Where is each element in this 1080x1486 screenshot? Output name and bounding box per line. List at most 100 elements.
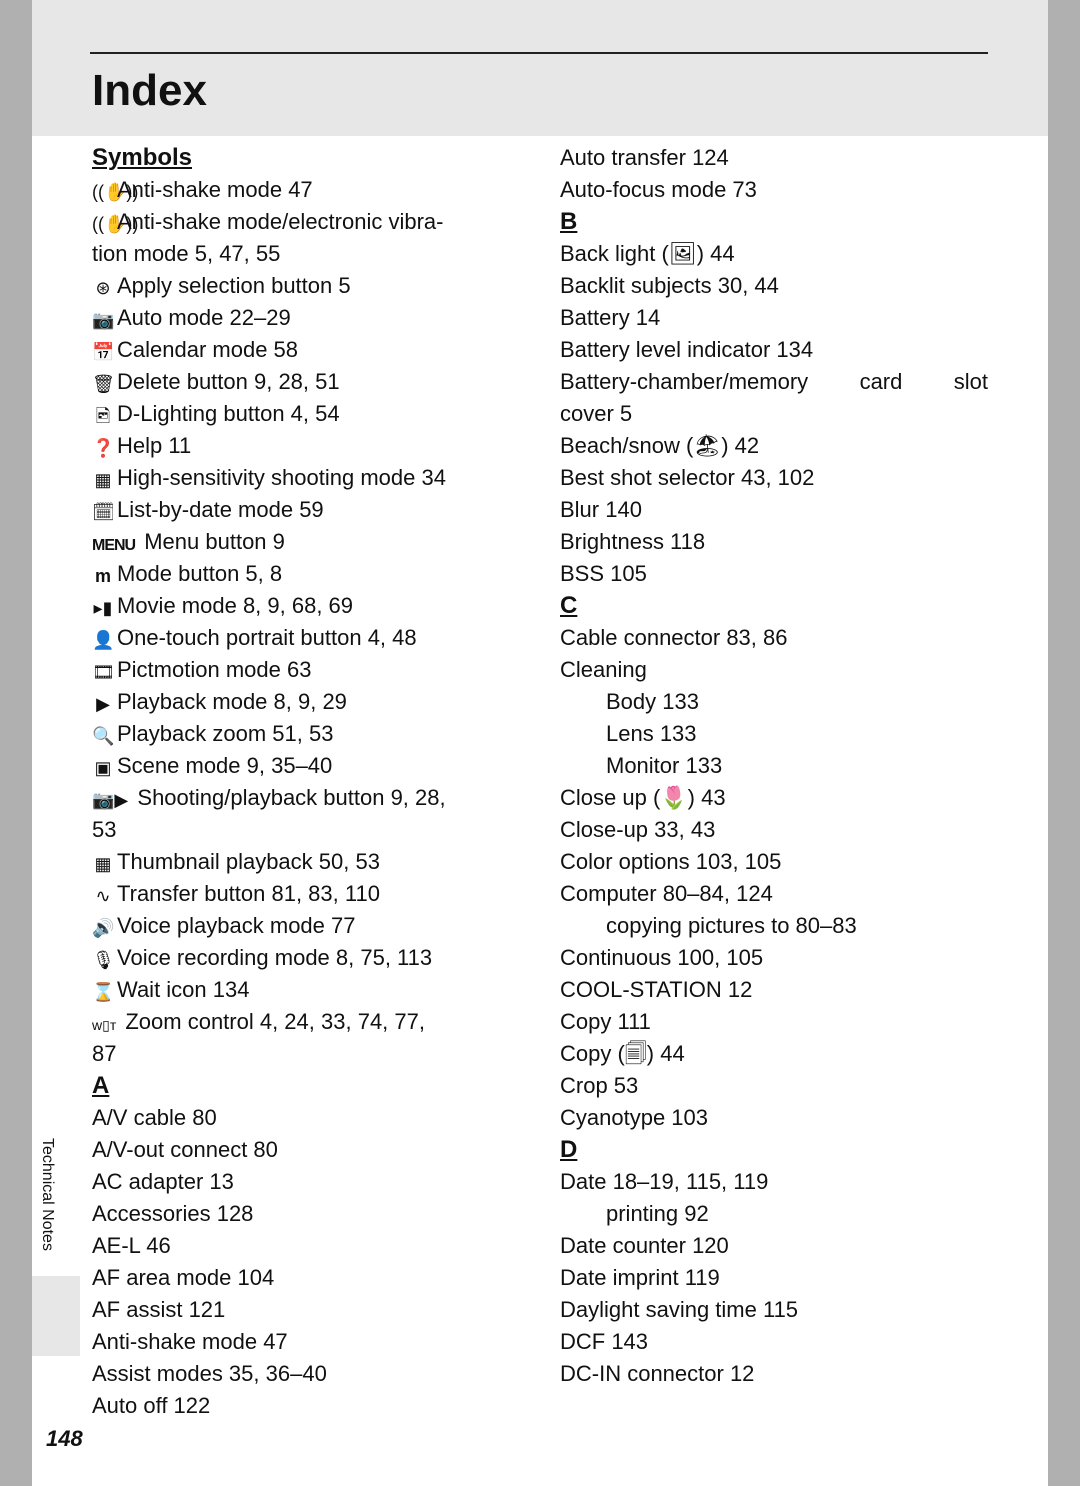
index-entry: 📷Auto mode 22–29 <box>92 302 520 334</box>
index-entry: Continuous 100, 105 <box>560 942 988 974</box>
hourglass-icon: ⌛ <box>92 981 114 1003</box>
index-entry: A/V-out connect 80 <box>92 1134 520 1166</box>
entry-text: Anti-shake mode/electronic vibra- <box>117 209 443 234</box>
index-entry: Backlit subjects 30, 44 <box>560 270 988 302</box>
index-entry: DCF 143 <box>560 1326 988 1358</box>
camera-icon: 📷 <box>92 309 114 331</box>
list-icon: 🗓 <box>92 501 114 523</box>
index-entry: Assist modes 35, 36–40 <box>92 1358 520 1390</box>
portrait-icon: 👤 <box>92 629 114 651</box>
index-entry: 📅Calendar mode 58 <box>92 334 520 366</box>
index-subentry: Lens 133 <box>560 718 988 750</box>
index-entry: Best shot selector 43, 102 <box>560 462 988 494</box>
entry-text: Auto mode 22–29 <box>117 305 291 330</box>
mic-icon: 🎙 <box>92 949 114 971</box>
entry-text: Calendar mode 58 <box>117 337 298 362</box>
index-entry: Close up (🌷) 43 <box>560 782 988 814</box>
hi-iso-icon: ▦ <box>92 469 114 491</box>
entry-text: Help 11 <box>117 433 191 458</box>
index-entry: ▦High-sensitivity shooting mode 34 <box>92 462 520 494</box>
index-entry: Blur 140 <box>560 494 988 526</box>
index-entry: 👤One-touch portrait button 4, 48 <box>92 622 520 654</box>
transfer-icon: ∿ <box>92 885 114 907</box>
index-entry: Daylight saving time 115 <box>560 1294 988 1326</box>
entry-text: High-sensitivity shooting mode 34 <box>117 465 446 490</box>
entry-text: Shooting/playback button 9, 28, <box>137 785 445 810</box>
index-entry: 🗑Delete button 9, 28, 51 <box>92 366 520 398</box>
page-title: Index <box>92 66 207 116</box>
entry-text: Delete button 9, 28, 51 <box>117 369 340 394</box>
index-entry: Cable connector 83, 86 <box>560 622 988 654</box>
help-icon: ❓ <box>92 437 114 459</box>
index-entry: 📷▶ Shooting/playback button 9, 28, <box>92 782 520 814</box>
sidebar-label: Technical Notes <box>38 1138 56 1251</box>
index-entry: Crop 53 <box>560 1070 988 1102</box>
index-entry: Back light (🖼) 44 <box>560 238 988 270</box>
index-entry: Auto transfer 124 <box>560 142 988 174</box>
entry-text: slot <box>954 369 988 394</box>
index-entry: 🔍Playback zoom 51, 53 <box>92 718 520 750</box>
entry-text: Zoom control 4, 24, 33, 74, 77, <box>125 1009 425 1034</box>
index-entry: Anti-shake mode 47 <box>92 1326 520 1358</box>
anti-shake-icon: ((✋)) <box>92 213 114 235</box>
movie-icon: ▸▮ <box>92 597 114 619</box>
entry-text: Mode button 5, 8 <box>117 561 282 586</box>
entry-text: Wait icon 134 <box>117 977 249 1002</box>
header-rule <box>90 52 988 54</box>
index-entry: mMode button 5, 8 <box>92 558 520 590</box>
page-number: 148 <box>46 1426 83 1452</box>
index-entry: Cyanotype 103 <box>560 1102 988 1134</box>
entry-text: Thumbnail playback 50, 53 <box>117 849 380 874</box>
index-columns: Symbols ((✋))Anti-shake mode 47 ((✋))Ant… <box>92 142 988 1416</box>
menu-icon: MENU <box>92 535 135 557</box>
index-subentry: printing 92 <box>560 1198 988 1230</box>
entry-text: Scene mode 9, 35–40 <box>117 753 332 778</box>
index-entry: Close-up 33, 43 <box>560 814 988 846</box>
sidebar-tab <box>32 1276 80 1356</box>
index-entry: Brightness 118 <box>560 526 988 558</box>
page: Index Technical Notes Symbols ((✋))Anti-… <box>32 0 1048 1486</box>
index-entry: 🎞Pictmotion mode 63 <box>92 654 520 686</box>
index-entry: ⊛Apply selection button 5 <box>92 270 520 302</box>
index-entry: 🗓List-by-date mode 59 <box>92 494 520 526</box>
index-entry: BSS 105 <box>560 558 988 590</box>
index-entry: Battery 14 <box>560 302 988 334</box>
index-subentry: copying pictures to 80–83 <box>560 910 988 942</box>
entry-text: Voice recording mode 8, 75, 113 <box>117 945 432 970</box>
entry-text: Voice playback mode 77 <box>117 913 356 938</box>
index-entry: ▶Playback mode 8, 9, 29 <box>92 686 520 718</box>
entry-text: List-by-date mode 59 <box>117 497 324 522</box>
index-entry: Date imprint 119 <box>560 1262 988 1294</box>
index-entry: 🎙Voice recording mode 8, 75, 113 <box>92 942 520 974</box>
index-entry: ▣Scene mode 9, 35–40 <box>92 750 520 782</box>
anti-shake-icon: ((✋)) <box>92 181 114 203</box>
trash-icon: 🗑 <box>92 373 114 395</box>
mode-icon: m <box>92 565 114 587</box>
index-entry: Cleaning <box>560 654 988 686</box>
zoom-control-icon: w▯ᴛ <box>92 1014 116 1036</box>
heading-symbols: Symbols <box>92 142 520 174</box>
index-entry: ((✋))Anti-shake mode 47 <box>92 174 520 206</box>
shoot-play-icon: 📷▶ <box>92 789 128 811</box>
index-entry: A/V cable 80 <box>92 1102 520 1134</box>
entry-text: Menu button 9 <box>144 529 285 554</box>
index-entry: ⌛Wait icon 134 <box>92 974 520 1006</box>
index-entry: ((✋))Anti-shake mode/electronic vibra- <box>92 206 520 238</box>
index-entry: ▸▮Movie mode 8, 9, 68, 69 <box>92 590 520 622</box>
entry-text: D-Lighting button 4, 54 <box>117 401 340 426</box>
index-entry-cont: cover 5 <box>560 398 988 430</box>
entry-text: Playback mode 8, 9, 29 <box>117 689 347 714</box>
pictmotion-icon: 🎞 <box>92 661 114 683</box>
index-entry: Copy 111 <box>560 1006 988 1038</box>
index-entry-cont: tion mode 5, 47, 55 <box>92 238 520 270</box>
index-entry: AF assist 121 <box>92 1294 520 1326</box>
index-entry: ▦Thumbnail playback 50, 53 <box>92 846 520 878</box>
heading-c: C <box>560 590 988 622</box>
entry-text: One-touch portrait button 4, 48 <box>117 625 417 650</box>
index-entry: w▯ᴛ Zoom control 4, 24, 33, 74, 77, <box>92 1006 520 1038</box>
index-entry: Battery-chamber/memory card slot <box>560 366 988 398</box>
index-col-1: Symbols ((✋))Anti-shake mode 47 ((✋))Ant… <box>92 142 520 1416</box>
index-entry: Accessories 128 <box>92 1198 520 1230</box>
index-entry: AC adapter 13 <box>92 1166 520 1198</box>
voice-play-icon: 🔊 <box>92 917 114 939</box>
